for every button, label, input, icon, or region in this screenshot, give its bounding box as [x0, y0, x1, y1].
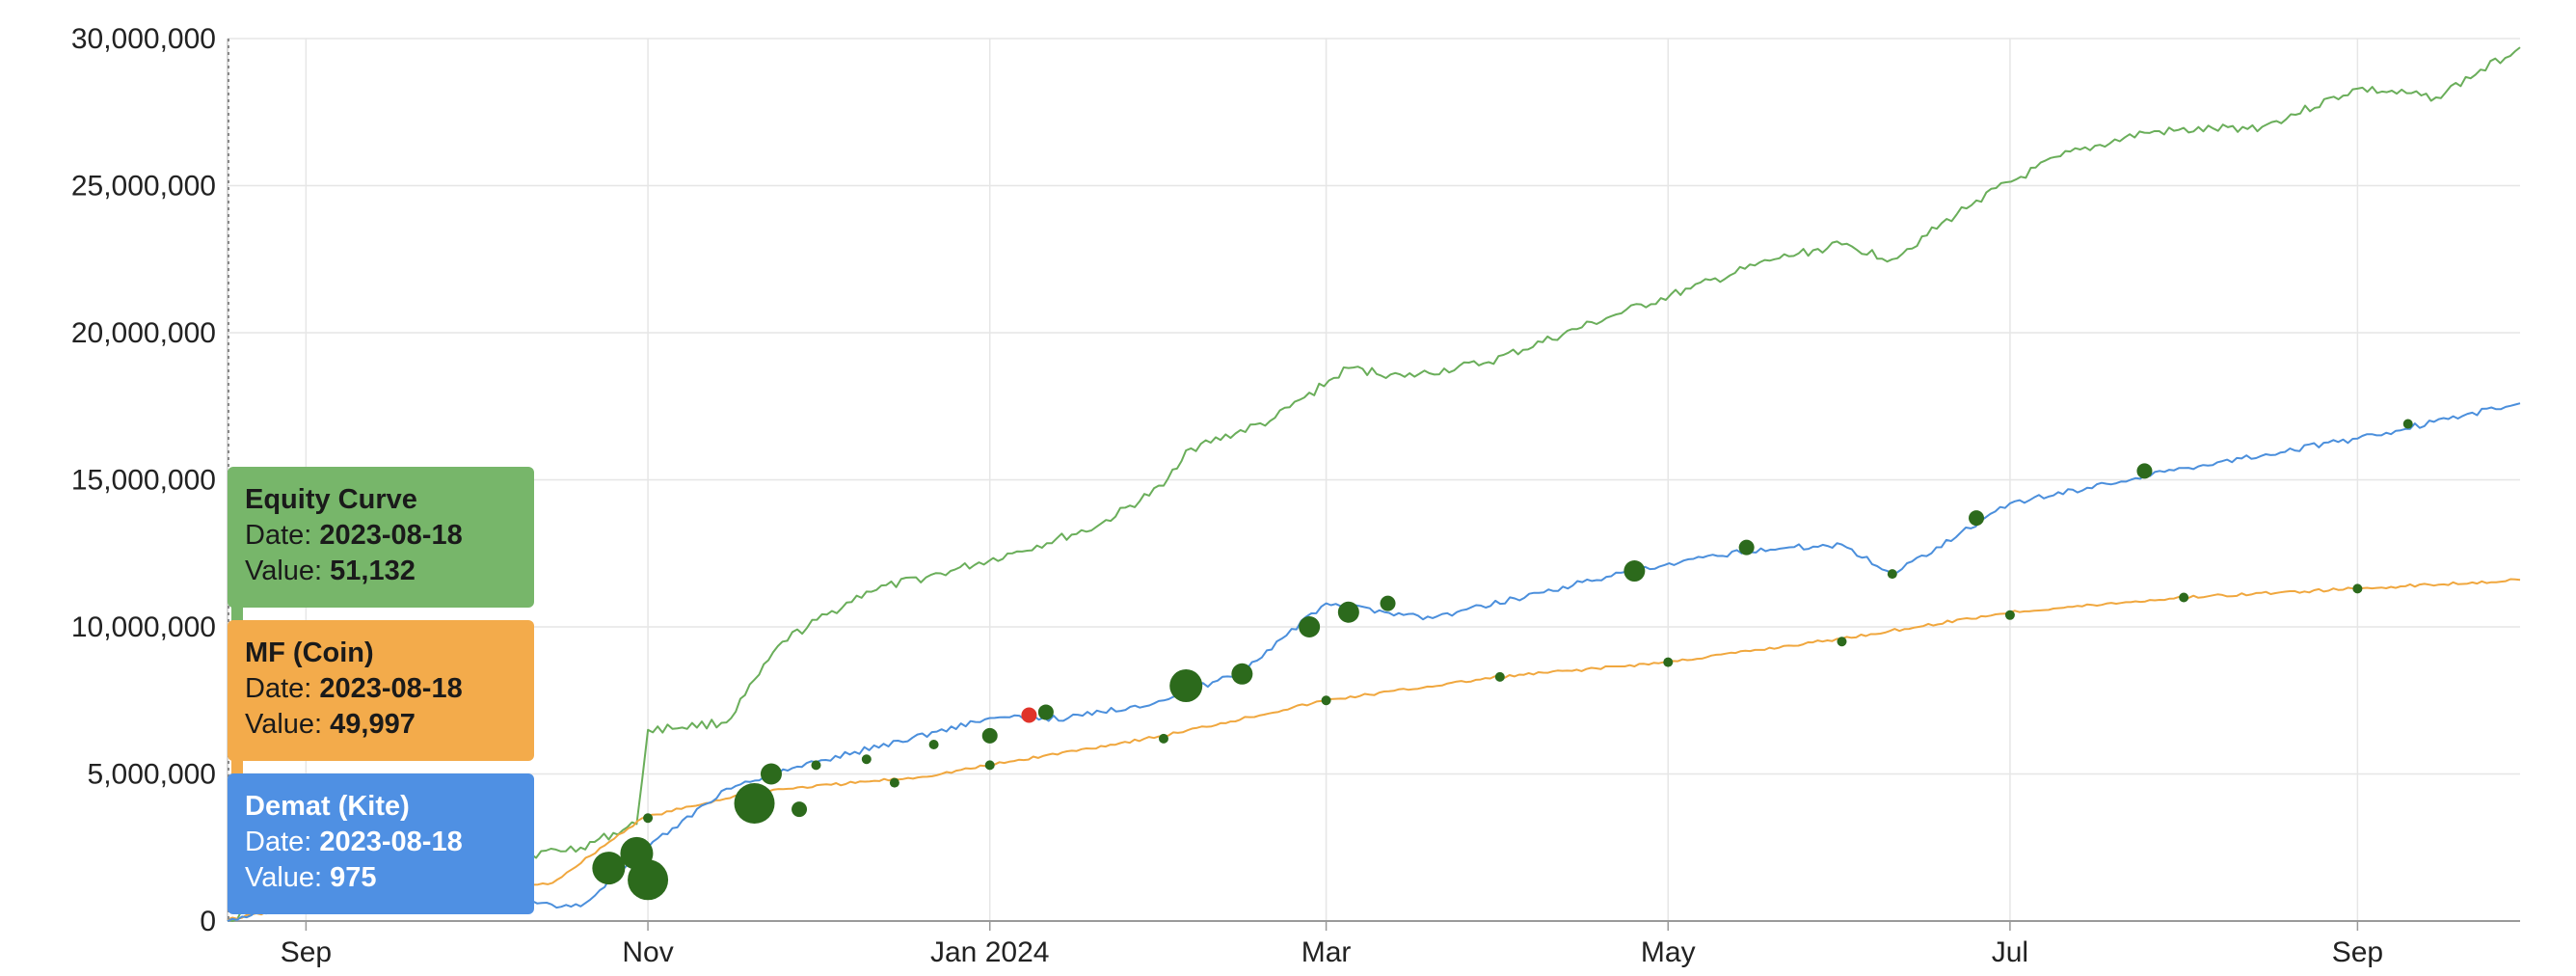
y-tick-label: 15,000,000	[71, 465, 216, 497]
tooltip-date-row: Date: 2023-08-18	[245, 520, 463, 551]
y-tick-label: 25,000,000	[71, 171, 216, 203]
trade-marker	[928, 740, 939, 749]
series-line-equity-curve	[227, 46, 2521, 922]
trade-marker	[889, 777, 899, 788]
trade-marker	[734, 783, 775, 824]
series-line-mf-coin	[227, 578, 2521, 921]
tooltip-date: 2023-08-18	[319, 520, 463, 551]
tooltip-value-row: Value: 51,132	[245, 556, 416, 586]
trade-marker	[760, 763, 782, 785]
trade-marker	[1380, 595, 1396, 611]
tooltip-series-name: MF (Coin)	[245, 637, 374, 668]
trade-marker	[643, 813, 654, 824]
x-tick-label: May	[1641, 936, 1696, 968]
y-tick-label: 20,000,000	[71, 317, 216, 349]
trade-marker	[2402, 419, 2413, 429]
tooltip-date-row: Date: 2023-08-18	[245, 673, 463, 704]
x-tick-label: Sep	[2332, 936, 2383, 968]
trade-marker	[2136, 463, 2153, 479]
trade-marker	[984, 760, 995, 771]
x-tick-label: Sep	[281, 936, 332, 968]
x-tick-label: Nov	[622, 936, 673, 968]
tooltip-tail	[231, 759, 243, 774]
tooltip-series-name: Equity Curve	[245, 484, 417, 515]
trade-marker	[1158, 733, 1168, 744]
trade-marker	[592, 852, 626, 885]
trade-marker	[1494, 671, 1505, 682]
trade-marker	[1037, 704, 1054, 720]
trade-marker-highlight	[1021, 707, 1037, 723]
trade-marker	[2179, 592, 2189, 603]
tooltip-value: 51,132	[330, 556, 416, 586]
y-tick-label: 10,000,000	[71, 611, 216, 643]
trade-marker	[981, 727, 998, 744]
x-tick-label: Jan 2024	[930, 936, 1049, 968]
trade-marker	[1738, 539, 1755, 556]
tooltip-value: 975	[330, 862, 377, 893]
tooltip-demat-kite: Demat (Kite) Date: 2023-08-18 Value: 975	[228, 773, 534, 914]
tooltip-series-name: Demat (Kite)	[245, 791, 410, 822]
tooltip-date: 2023-08-18	[319, 827, 463, 857]
trade-marker	[2352, 583, 2363, 594]
tooltip-value-row: Value: 49,997	[245, 709, 416, 740]
tooltip-mf-coin: MF (Coin) Date: 2023-08-18 Value: 49,997	[228, 620, 534, 774]
tooltip-tail	[231, 606, 243, 621]
trade-marker	[1231, 663, 1253, 685]
trade-markers	[592, 419, 2413, 901]
axes	[227, 39, 2520, 931]
y-axis-labels: 0 5,000,000 10,000,000 15,000,000 20,000,000…	[71, 23, 216, 937]
y-tick-label: 0	[200, 906, 216, 937]
trade-marker	[1969, 510, 1985, 527]
x-tick-label: Jul	[1992, 936, 2028, 968]
y-tick-label: 30,000,000	[71, 23, 216, 55]
tooltip-equity-curve: Equity Curve Date: 2023-08-18 Value: 51,…	[228, 467, 534, 621]
trade-marker	[1337, 601, 1359, 623]
x-axis-labels: Sep Nov Jan 2024 Mar May Jul Sep	[281, 936, 2383, 968]
trade-marker	[1663, 657, 1674, 667]
y-tick-label: 5,000,000	[88, 759, 216, 791]
trade-marker	[1169, 669, 1203, 702]
grid-lines	[228, 38, 2520, 922]
tooltip-value: 49,997	[330, 709, 416, 740]
trade-marker	[1299, 616, 1321, 637]
trade-marker	[2004, 610, 2015, 620]
series-line-demat-kite	[227, 402, 2521, 922]
trade-marker	[1321, 695, 1331, 706]
series-lines	[227, 46, 2521, 922]
trade-marker	[811, 760, 821, 771]
tooltip-date-row: Date: 2023-08-18	[245, 827, 463, 857]
trade-marker	[628, 859, 669, 901]
trade-marker	[861, 754, 872, 765]
trade-marker	[792, 801, 808, 818]
tooltip-value-row: Value: 975	[245, 862, 377, 893]
x-tick-label: Mar	[1301, 936, 1352, 968]
trade-marker	[1887, 569, 1897, 580]
trade-marker	[1623, 560, 1646, 583]
tooltip-date: 2023-08-18	[319, 673, 463, 704]
trade-marker	[1837, 637, 1847, 647]
